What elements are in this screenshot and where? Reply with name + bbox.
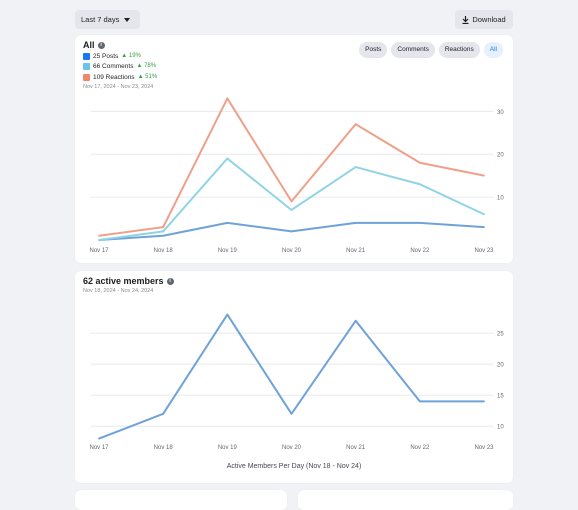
x-tick-label: Nov 17 xyxy=(89,445,109,451)
legend-change: ▲ 78% xyxy=(136,63,157,70)
chart-caption: Active Members Per Day (Nov 18 - Nov 24) xyxy=(226,463,362,470)
legend-swatch xyxy=(83,73,90,81)
x-tick-label: Nov 19 xyxy=(218,445,238,451)
card-title: All i xyxy=(83,40,105,50)
x-tick-label: Nov 23 xyxy=(474,445,494,451)
data-point xyxy=(290,412,293,415)
data-point xyxy=(418,400,421,403)
legend-label: 109 Reactions xyxy=(93,73,135,81)
download-button[interactable]: Download xyxy=(455,10,513,29)
chevron-down-icon xyxy=(124,17,131,22)
x-tick-label: Nov 21 xyxy=(346,248,366,254)
data-point xyxy=(354,221,357,224)
y-tick-label: 15 xyxy=(497,394,504,400)
legend-item-comments: 66 Comments ▲ 78% xyxy=(83,62,157,73)
x-tick-label: Nov 17 xyxy=(89,248,109,254)
series-line xyxy=(98,97,485,237)
data-point xyxy=(354,166,357,168)
x-tick-label: Nov 21 xyxy=(346,445,366,451)
members-line-chart: 10 15 20 25 Nov 17 Nov 18 Nov 19 Nov 20 Nov 21 No… xyxy=(89,313,504,451)
legend-item-reactions: 109 Reactions ▲ 51% xyxy=(83,72,157,83)
legend-label: 25 Posts xyxy=(93,52,119,60)
y-tick-label: 20 xyxy=(497,363,504,369)
x-tick-label: Nov 18 xyxy=(154,248,174,254)
data-point xyxy=(162,230,165,233)
data-point xyxy=(418,183,421,186)
y-tick-label: 25 xyxy=(497,332,504,338)
x-tick-label: Nov 19 xyxy=(218,248,238,254)
x-tick-label: Nov 18 xyxy=(154,445,174,451)
data-point xyxy=(98,234,100,237)
y-tick-label: 20 xyxy=(497,153,504,159)
data-point xyxy=(226,313,229,316)
download-label: Download xyxy=(472,15,506,24)
info-icon[interactable]: i xyxy=(97,41,105,49)
download-icon xyxy=(462,15,469,24)
filter-all[interactable]: All xyxy=(483,42,503,58)
data-point xyxy=(162,226,165,229)
data-point xyxy=(418,161,421,164)
legend-swatch xyxy=(83,52,90,60)
data-point xyxy=(162,234,165,237)
data-point xyxy=(354,123,357,126)
card-title: 62 active members i xyxy=(83,276,174,286)
data-point xyxy=(98,239,100,241)
data-point xyxy=(418,221,421,224)
activity-by-day-card xyxy=(75,490,287,510)
info-icon[interactable]: i xyxy=(166,277,174,285)
filter-tabs: Posts Comments Reactions All xyxy=(359,42,503,58)
date-range-text: Nov 17, 2024 - Nov 23, 2024 xyxy=(83,84,154,90)
data-point xyxy=(162,412,165,415)
data-point xyxy=(290,230,293,233)
data-point xyxy=(354,319,357,322)
data-point xyxy=(483,174,485,177)
data-point xyxy=(290,200,293,203)
legend: 25 Posts ▲ 19% 66 Comments ▲ 78% 109 Rea… xyxy=(83,51,157,83)
x-tick-label: Nov 22 xyxy=(410,248,430,254)
all-activity-card: All i 25 Posts ▲ 19% 66 Comments ▲ 78% 1… xyxy=(75,35,513,263)
legend-item-posts: 25 Posts ▲ 19% xyxy=(83,51,157,62)
all-title: All xyxy=(83,40,95,50)
data-point xyxy=(483,226,485,229)
date-range-dropdown[interactable]: Last 7 days xyxy=(75,10,140,29)
x-tick-label: Nov 20 xyxy=(282,445,302,451)
data-point xyxy=(226,157,229,160)
active-members-card: 62 active members i Nov 18, 2024 - Nov 2… xyxy=(75,271,513,483)
legend-swatch xyxy=(83,63,90,71)
date-range-text: Nov 18, 2024 - Nov 24, 2024 xyxy=(83,288,154,294)
members-title: 62 active members xyxy=(83,276,164,286)
data-point xyxy=(98,437,100,440)
legend-change: ▲ 51% xyxy=(137,73,158,80)
y-tick-label: 10 xyxy=(497,425,504,431)
data-point xyxy=(290,209,293,211)
data-point xyxy=(226,221,229,224)
legend-change: ▲ 19% xyxy=(121,52,141,59)
legend-label: 66 Comments xyxy=(93,63,134,71)
filter-posts[interactable]: Posts xyxy=(359,42,388,58)
x-tick-label: Nov 20 xyxy=(282,248,302,254)
data-point xyxy=(483,400,485,403)
date-range-label: Last 7 days xyxy=(81,15,120,24)
y-tick-label: 10 xyxy=(497,196,504,202)
filter-reactions[interactable]: Reactions xyxy=(438,42,480,58)
activity-by-time-card xyxy=(298,490,513,510)
toolbar: Last 7 days Download xyxy=(75,10,513,30)
filter-comments[interactable]: Comments xyxy=(391,42,435,58)
x-tick-label: Nov 23 xyxy=(474,248,494,254)
data-point xyxy=(226,97,229,100)
activity-line-chart: 10 20 30 Nov 17 Nov 18 Nov 19 Nov 20 Nov 21 Nov … xyxy=(89,97,504,254)
y-tick-label: 30 xyxy=(497,110,504,116)
data-point xyxy=(483,213,485,216)
x-tick-label: Nov 22 xyxy=(410,445,430,451)
